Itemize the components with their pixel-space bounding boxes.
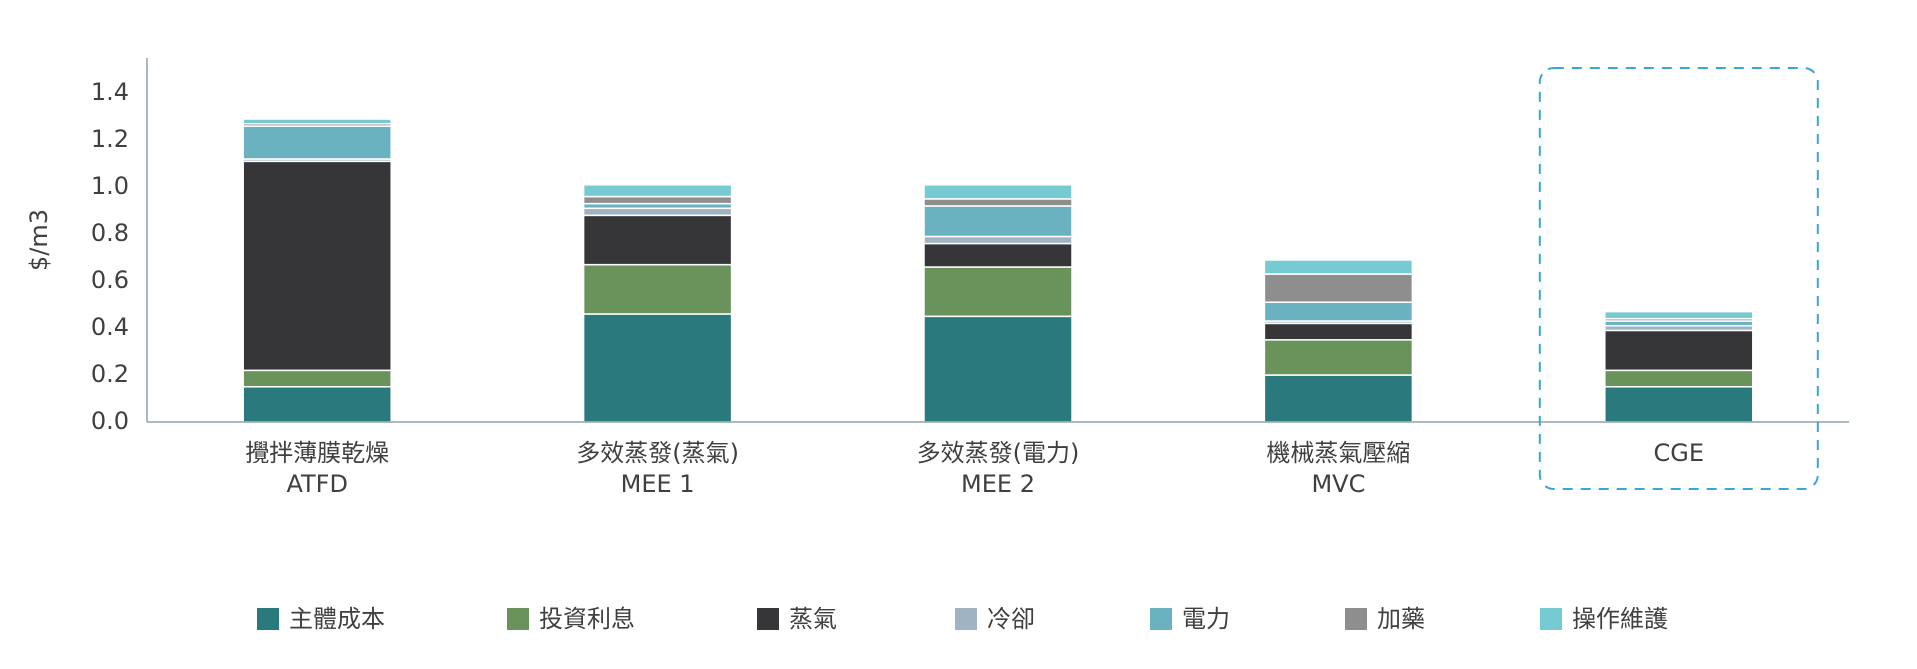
x-tick-label: 多效蒸發(電力) (917, 439, 1080, 467)
y-tick-label: 0.2 (91, 360, 129, 388)
bar-segment (1604, 386, 1754, 423)
y-tick-label: 0.8 (91, 219, 129, 247)
y-axis-label: $/m3 (25, 209, 53, 271)
legend-label: 投資利息 (539, 605, 635, 633)
legend-label: 主體成本 (289, 605, 385, 633)
bar-segment (242, 160, 392, 372)
bar-segment (582, 263, 733, 315)
bar-segment (582, 214, 733, 266)
bar-segment (242, 386, 392, 423)
bar-segment (242, 125, 392, 160)
bar-segment (242, 118, 392, 125)
legend-swatch (257, 608, 279, 630)
x-tick-label: ATFD (286, 470, 348, 498)
legend-swatch (1150, 608, 1172, 630)
x-tick-label: 機械蒸氣壓縮 (1266, 439, 1410, 467)
bar-segment (1263, 273, 1414, 303)
bar-segment (1604, 329, 1754, 372)
legend-swatch (507, 608, 529, 630)
bar-segment (923, 315, 1073, 423)
bar-segment (923, 184, 1073, 200)
legend-swatch (955, 608, 977, 630)
bar-segment (1263, 322, 1414, 341)
bar-segment (242, 369, 392, 388)
bar-segment (582, 313, 733, 423)
bar-segment (582, 207, 733, 217)
legend-label: 操作維護 (1572, 605, 1668, 633)
bar-segment (1263, 374, 1414, 423)
bar-segment (923, 242, 1073, 268)
bar-segment (582, 184, 733, 198)
bar-segment (923, 266, 1073, 318)
legend-swatch (1540, 608, 1562, 630)
legend-label: 電力 (1182, 605, 1230, 633)
x-tick-label: MEE 1 (621, 470, 695, 498)
bar-segment (1604, 310, 1754, 320)
highlight-box (1538, 67, 1819, 490)
x-tick-label: 攪拌薄膜乾燥 (245, 439, 389, 467)
legend-label: 冷卻 (987, 605, 1035, 633)
bar-segment (1263, 339, 1414, 376)
bar-segment (923, 205, 1073, 238)
x-tick-label: MVC (1311, 470, 1365, 498)
y-tick-label: 0.4 (91, 313, 129, 341)
x-tick-label: MEE 2 (961, 470, 1035, 498)
bar-segment (1604, 369, 1754, 388)
legend-label: 蒸氣 (789, 605, 837, 633)
bar-segment (1263, 301, 1414, 322)
bar-segment (923, 198, 1073, 207)
y-tick-label: 1.0 (91, 172, 129, 200)
x-tick-label: 多效蒸發(蒸氣) (576, 439, 739, 467)
bar-segment (582, 195, 733, 205)
bar-segment (923, 235, 1073, 245)
y-tick-label: 1.2 (91, 125, 129, 153)
legend-label: 加藥 (1377, 605, 1425, 633)
bar-segment (1263, 259, 1414, 275)
legend-swatch (1345, 608, 1367, 630)
legend-swatch (757, 608, 779, 630)
x-tick-label: CGE (1654, 439, 1705, 467)
y-tick-label: 1.4 (91, 78, 129, 106)
y-tick-label: 0.6 (91, 266, 129, 294)
y-tick-label: 0.0 (91, 407, 129, 435)
